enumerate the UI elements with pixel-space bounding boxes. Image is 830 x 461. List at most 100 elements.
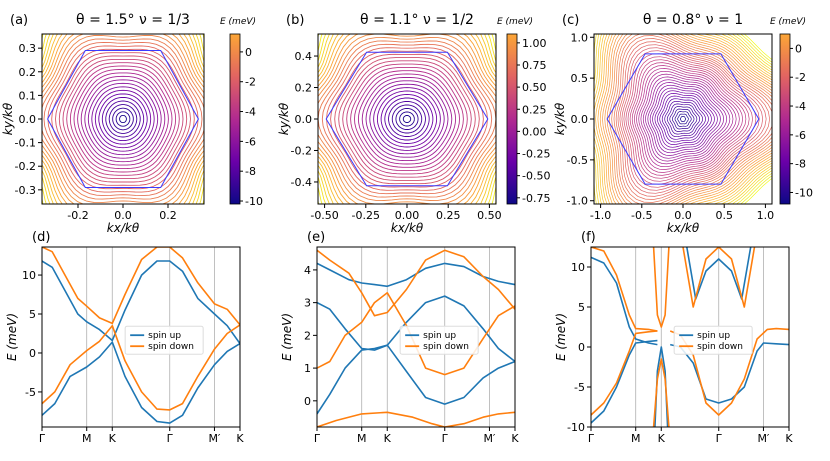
panel-b-plot-area: [318, 34, 496, 204]
panel-e-kpoint-label: K: [511, 432, 519, 445]
panel-c-ytick-label: -0.5: [567, 154, 588, 167]
panel-f-ylabel: E (meV): [554, 313, 568, 361]
panel-b-colorbar-tick-label: -0.25: [522, 148, 550, 161]
panel-c-colorbar-tick-label: -6: [795, 129, 806, 142]
panel-a-title: θ = 1.5° ν = 1/3: [76, 12, 190, 28]
panel-c-ytick-label: 0.5: [571, 72, 589, 85]
panel-a-xtick-label: 0.0: [114, 209, 132, 222]
panel-a-ytick-label: 0.2: [19, 66, 37, 79]
panel-a-ytick-label: -0.2: [15, 160, 36, 173]
panel-b-ytick-label: 0.2: [295, 82, 313, 95]
panel-c-contour-line: [609, 34, 772, 204]
panel-d-kpoint-label: K: [109, 432, 117, 445]
panel-c-contour-line: [621, 47, 764, 191]
panel-a-xtick-label: 0.2: [159, 209, 177, 222]
panel-b-colorbar-tick-label: -0.50: [522, 170, 550, 183]
panel-a-contours: [42, 34, 204, 204]
panel-f-legend-entry: spin up: [697, 331, 730, 341]
panel-a-contour-line: [43, 41, 203, 197]
panel-a-ytick-label: 0.3: [19, 42, 37, 55]
panel-e-kpoint-label: K: [384, 432, 392, 445]
panel-c-contour-line: [623, 50, 760, 188]
panel-f-ytick-label: 0: [578, 341, 585, 354]
panel-a-contour-line: [42, 34, 204, 204]
panel-c-colorbar-tick-label: 0: [795, 42, 802, 55]
panel-c-contour-line: [677, 113, 689, 125]
panel-b-contour-line: [342, 60, 472, 178]
panel-c-contour-line: [654, 90, 715, 148]
panel-c-title: θ = 0.8° ν = 1: [643, 12, 743, 28]
panel-b-contour-line: [318, 37, 496, 201]
panel-d-band-spin-up-0: [42, 260, 240, 345]
panel-b-xtick-label: 0.50: [477, 209, 502, 222]
panel-d-kpoint-label: K: [236, 432, 244, 445]
panel-d-band-spin-down-3: [42, 324, 240, 411]
panel-c-contour-line: [674, 111, 692, 127]
panel-c-contour-line: [647, 82, 724, 156]
panel-d-band-spin-up-1: [42, 341, 240, 424]
panel-b-contour-line: [369, 83, 445, 155]
panel-c-contour-line: [679, 116, 687, 122]
panel-b-contour-line: [357, 73, 457, 165]
panel-a-contour-line: [42, 34, 204, 204]
panel-c-ytick-label: 0.0: [571, 113, 589, 126]
panel-b-colorbar-label: E (meV): [497, 17, 533, 27]
panel-e-kpoint-label: Γ: [442, 432, 449, 445]
panel-b-colorbar-tick-label: 0.25: [522, 103, 547, 116]
panel-c-colorbar-label: E (meV): [770, 17, 806, 27]
panel-c-contour-line: [629, 59, 750, 179]
panel-c-contour-line: [669, 106, 698, 132]
panel-a-contour-line: [101, 96, 145, 142]
panel-b-contour-line: [384, 97, 430, 141]
panel-b-colorbar-tick-label: 0.75: [522, 59, 547, 72]
panel-a-contour-line: [119, 114, 127, 124]
panel-a-contour-line: [73, 68, 173, 170]
panel-a-ylabel: ky/kθ: [1, 102, 15, 135]
panel-a-contour-line: [77, 72, 169, 166]
panel-c-contour-line: [631, 62, 747, 176]
panel-e-legend-entry: spin up: [423, 331, 456, 341]
panel-e-band-spin-up-2: [317, 344, 515, 415]
panel-a-brillouin-zone: [47, 50, 199, 188]
panel-a-ytick-label: -0.1: [15, 137, 36, 150]
panel-c-contour-line: [599, 34, 772, 204]
panel-c-contour-line: [594, 34, 772, 204]
panel-f-kpoint-label: M: [631, 432, 641, 445]
panel-e-ytick-label: 2: [304, 329, 311, 342]
panel-e-legend-entry: spin down: [423, 342, 469, 352]
panel-a-label: (a): [10, 13, 28, 28]
panel-c-contour-line: [613, 35, 772, 203]
panel-f-band-spin-down-9: [652, 247, 670, 328]
panel-b-contour-line: [380, 94, 434, 144]
panel-f-band-spin-down-7: [682, 247, 756, 308]
panel-f-ytick-label: -5: [574, 381, 585, 394]
panel-a-colorbar: [229, 33, 241, 205]
panel-b-ylabel: ky/kθ: [277, 102, 291, 135]
panel-e-ytick-label: 1: [304, 362, 311, 375]
panel-b-contour-line: [365, 80, 449, 158]
panel-b-contour-line: [354, 70, 460, 168]
panel-b-xtick-label: 0.25: [436, 209, 461, 222]
panel-f-kpoint-label: M′: [757, 432, 769, 445]
panel-b-contour-line: [346, 63, 468, 175]
panel-d-ylabel: E (meV): [5, 313, 19, 361]
panel-c-label: (c): [562, 13, 579, 28]
panel-c-contour-line: [672, 108, 695, 130]
panel-b-contour-line: [391, 104, 423, 134]
panel-c-contour-line: [617, 41, 770, 197]
panel-e-ytick-label: 0: [304, 395, 311, 408]
panel-a-colorbar-tick-label: 0: [245, 46, 252, 59]
panel-a-contour-line: [105, 100, 141, 138]
panel-e-band-spin-down-3: [317, 249, 515, 317]
panel-a-ytick-label: 0.1: [19, 89, 37, 102]
panel-e-frame: [316, 246, 516, 428]
panel-a-colorbar-tick-label: -10: [245, 195, 263, 208]
panel-c-contour-line: [636, 68, 740, 170]
panel-c-contour-line: [666, 103, 701, 135]
panel-d-ytick-label: -5: [25, 386, 36, 399]
panel-b-colorbar-tick-label: -0.75: [522, 192, 550, 205]
panel-a-colorbar-tick-label: -6: [245, 135, 256, 148]
panel-b-contour-line: [395, 108, 419, 130]
panel-a-contour-line: [58, 55, 188, 183]
panel-c-xtick-label: 1.0: [757, 209, 775, 222]
